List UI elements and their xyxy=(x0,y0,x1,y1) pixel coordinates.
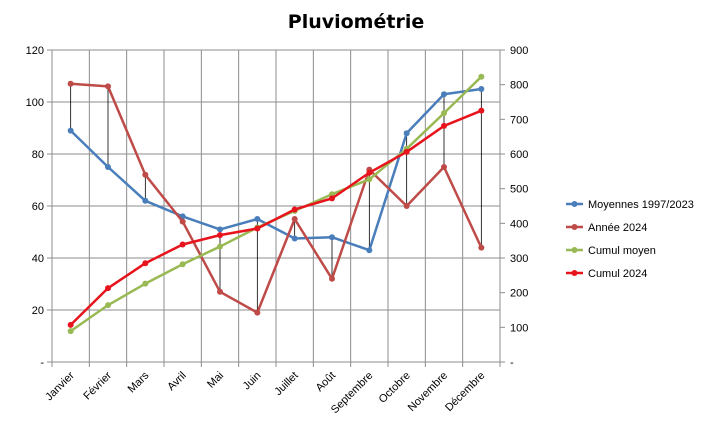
data-point xyxy=(403,203,410,209)
data-point xyxy=(478,86,485,92)
x-tick-label: Mai xyxy=(205,370,226,391)
data-point xyxy=(478,244,485,251)
x-tick-label: Mars xyxy=(126,369,152,395)
y-left-tick-label: 100 xyxy=(26,97,44,109)
x-axis-tick-labels: Janvier Février Mars Avril Mai Juin Juillet Aoû… xyxy=(43,369,487,416)
y-right-tick-label: - xyxy=(510,357,514,369)
data-point xyxy=(67,80,74,87)
y-left-tick-label: 80 xyxy=(32,149,44,161)
data-point xyxy=(478,107,485,114)
y-right-tick-label: 600 xyxy=(510,149,528,161)
data-point xyxy=(329,275,335,282)
series-line xyxy=(69,82,483,314)
y-right-tick-label: 200 xyxy=(510,288,528,300)
data-point xyxy=(142,197,149,204)
y-left-tick-label: 20 xyxy=(32,305,44,317)
data-point xyxy=(105,285,111,292)
data-point xyxy=(329,195,335,202)
series-line xyxy=(69,87,483,252)
chart-title: Pluviométrie xyxy=(288,11,424,33)
data-point xyxy=(142,260,149,267)
data-point xyxy=(441,91,447,98)
legend-label: Cumul moyen xyxy=(588,245,656,257)
data-point xyxy=(67,127,74,134)
x-tick-label: Octobre xyxy=(377,370,413,406)
legend: Moyennes 1997/2023 Année 2024 Cumul moyen C… xyxy=(566,199,694,280)
x-tick-label: Décembre xyxy=(443,370,487,414)
data-point xyxy=(179,218,186,225)
data-point xyxy=(254,309,261,316)
data-point xyxy=(105,302,111,309)
data-point xyxy=(441,164,447,170)
data-point xyxy=(67,321,74,328)
series-line xyxy=(69,109,483,327)
x-tick-label: Avril xyxy=(165,370,188,393)
y-left-tick-label: 60 xyxy=(32,201,44,213)
y-right-tick-label: 500 xyxy=(510,184,528,196)
x-tick-label: Août xyxy=(314,370,338,394)
y-right-tick-label: 400 xyxy=(510,218,528,230)
data-point xyxy=(142,280,149,287)
legend-label: Cumul 2024 xyxy=(588,268,647,280)
y-right-tick-label: 900 xyxy=(510,45,528,57)
data-point xyxy=(441,110,447,117)
grid xyxy=(51,49,501,363)
data-point xyxy=(105,83,111,90)
legend-marker xyxy=(571,224,578,230)
data-point xyxy=(179,261,186,268)
y-right-tick-labels: - 100 200 300 400 500 600 700 800 900 xyxy=(510,45,528,369)
data-point xyxy=(403,148,410,155)
y-left-tick-labels: - 20 40 60 80 100 120 xyxy=(26,45,45,369)
data-point xyxy=(291,235,298,242)
data-point xyxy=(217,288,223,295)
data-point xyxy=(254,216,261,222)
x-tick-label: Juillet xyxy=(272,370,300,398)
data-point xyxy=(329,191,335,198)
x-tick-label: Novembre xyxy=(406,370,450,414)
data-point xyxy=(217,232,223,239)
data-point xyxy=(366,247,373,254)
legend-label: Moyennes 1997/2023 xyxy=(588,199,694,211)
data-point xyxy=(441,122,447,129)
data-point xyxy=(403,130,410,137)
y-left-tick-label: 40 xyxy=(32,253,44,265)
legend-marker xyxy=(571,247,578,253)
data-point xyxy=(478,73,485,80)
data-point xyxy=(142,171,149,178)
series xyxy=(67,73,485,335)
axes xyxy=(47,49,505,367)
data-point xyxy=(217,226,223,233)
y-right-tick-label: 100 xyxy=(510,322,528,334)
legend-marker xyxy=(571,270,578,276)
data-point xyxy=(291,216,298,222)
x-tick-label: Février xyxy=(81,369,114,402)
data-point xyxy=(217,243,223,250)
y-right-tick-label: 800 xyxy=(510,80,528,92)
data-point xyxy=(179,241,186,248)
legend-label: Année 2024 xyxy=(588,222,647,234)
y-left-tick-label: - xyxy=(40,357,44,369)
data-point xyxy=(366,176,373,183)
drop-lines xyxy=(70,83,482,313)
data-point xyxy=(105,164,111,170)
y-right-tick-label: 300 xyxy=(510,253,528,265)
y-left-tick-label: 120 xyxy=(26,45,44,57)
x-tick-label: Juin xyxy=(241,370,264,393)
y-right-tick-label: 700 xyxy=(510,114,528,126)
legend-marker xyxy=(571,201,578,207)
data-point xyxy=(329,234,335,241)
x-tick-label: Janvier xyxy=(43,369,77,403)
data-point xyxy=(254,225,261,232)
data-point xyxy=(291,206,298,213)
data-point xyxy=(67,328,74,335)
data-point xyxy=(366,169,373,176)
